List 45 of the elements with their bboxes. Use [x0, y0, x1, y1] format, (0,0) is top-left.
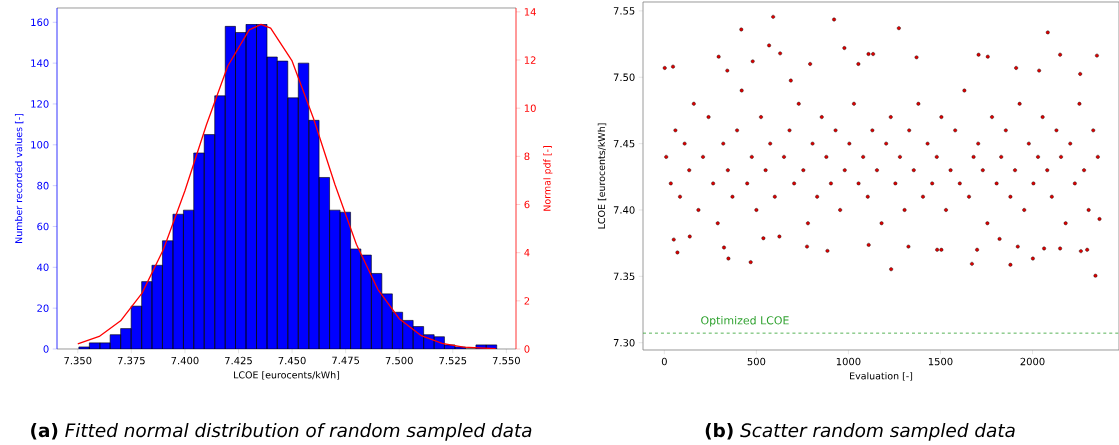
y-axis-title: Number recorded values [-]	[14, 113, 24, 243]
y-tick-label: 7.55	[613, 7, 635, 15]
text: (a) Fitted normal distribution of random sampled data	[31, 422, 532, 441]
y-tick-label: 20	[37, 304, 49, 312]
x-tick-label: 0	[661, 357, 667, 366]
x-tick-label: 1500	[928, 357, 953, 366]
y-tick-label: 60	[37, 222, 49, 231]
x-tick-label: 500	[747, 357, 766, 366]
x-tick-label: 7.400	[171, 356, 199, 365]
y2-axis-title: Normal pdf [-]	[543, 146, 553, 211]
y-tick-label: 7.30	[613, 338, 635, 347]
x-tick-label: 7.475	[332, 356, 360, 365]
y2-tick-label: 12	[524, 56, 536, 64]
y2-tick-label: 0	[524, 345, 530, 353]
y-tick-label: 7.35	[613, 272, 635, 281]
x-tick-label: 7.375	[117, 356, 145, 365]
x-tick-label: 7.450	[278, 356, 306, 365]
x-tick-label: 7.350	[64, 356, 92, 365]
y2-tick-label: 4	[524, 249, 530, 257]
x-tick-label: 7.425	[225, 356, 252, 365]
y-tick-label: 7.40	[613, 206, 635, 214]
x-tick-label: 7.550	[492, 356, 520, 365]
y-tick-label: 7.50	[613, 73, 635, 82]
x-tick-label: 7.500	[385, 356, 413, 365]
ref-line-label: Optimized LCOE	[701, 316, 789, 327]
y-tick-label: 0	[43, 345, 49, 353]
x-tick-label: 2000	[1020, 357, 1045, 366]
y2-tick-label: 14	[524, 8, 536, 16]
y2-tick-label: 8	[524, 152, 530, 161]
y-axis-title: LCOE [eurocents/kWh]	[597, 123, 607, 229]
text: (b) Scatter random sampled data	[705, 422, 1015, 441]
y-tick-label: 120	[31, 100, 49, 108]
y-tick-label: 100	[31, 141, 49, 149]
x-axis-title: Evaluation [-]	[850, 372, 913, 381]
x-tick-label: 1000	[836, 357, 861, 366]
y2-tick-label: 10	[524, 104, 536, 112]
y-tick-label: 40	[37, 263, 49, 272]
y-tick-label: 140	[31, 59, 49, 67]
x-axis-title: LCOE [eurocents/kWh]	[234, 371, 340, 380]
y-tick-label: 160	[31, 18, 49, 27]
y-tick-label: 7.45	[613, 139, 635, 148]
y-tick-label: 80	[37, 181, 49, 190]
y2-tick-label: 6	[524, 200, 530, 209]
y2-tick-label: 2	[524, 297, 530, 305]
x-tick-label: 7.525	[439, 356, 467, 365]
